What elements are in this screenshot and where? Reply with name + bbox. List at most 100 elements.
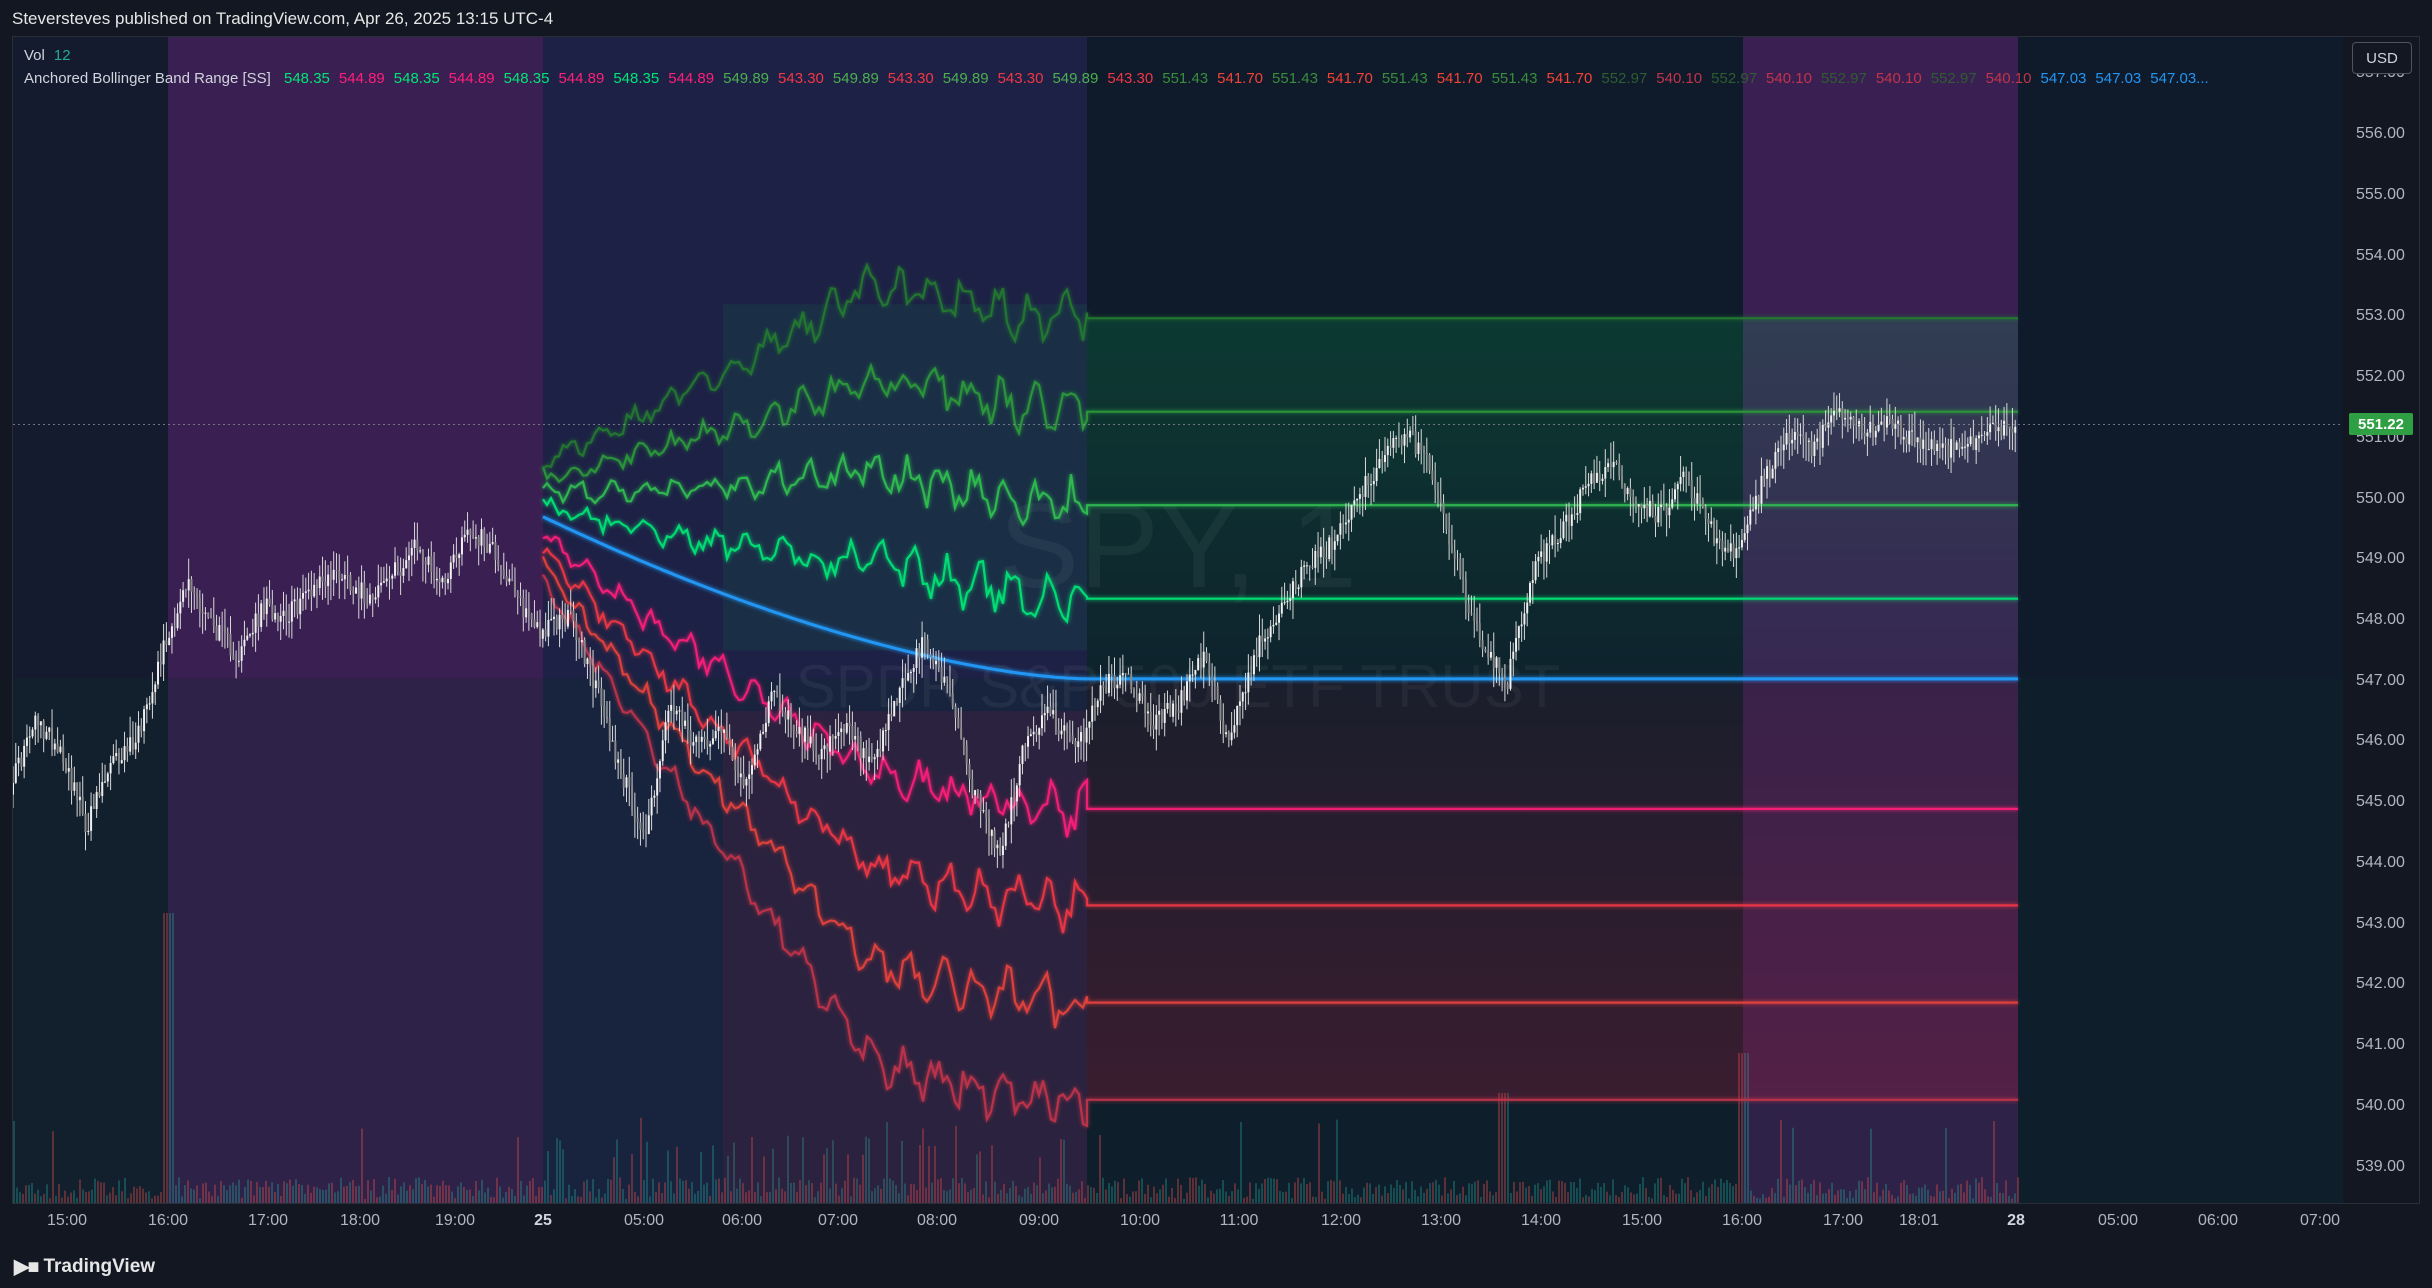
volume-bar — [1897, 1196, 1899, 1203]
volume-bar — [1768, 1196, 1770, 1203]
volume-bar — [1069, 1185, 1071, 1203]
volume-bar — [181, 1196, 183, 1203]
time-axis-label: 17:00 — [1822, 1212, 1864, 1229]
candle-body — [508, 578, 511, 582]
candle-body — [1754, 495, 1757, 510]
volume-bar — [217, 1196, 219, 1203]
volume-bar — [493, 1197, 495, 1203]
candle-body — [1816, 438, 1819, 442]
volume-bar — [421, 1184, 423, 1203]
candle-body — [299, 598, 302, 615]
volume-bar — [1213, 1193, 1215, 1203]
candle-body — [396, 562, 399, 572]
candle-body — [650, 797, 653, 816]
volume-bar — [1096, 1192, 1098, 1203]
volume-bar — [1552, 1191, 1554, 1203]
candle-body — [474, 537, 477, 539]
candle-body — [979, 793, 982, 812]
candle-body — [946, 676, 949, 679]
candle-body — [1690, 479, 1693, 498]
volume-bar — [1762, 1194, 1764, 1203]
volume-bar — [841, 1188, 843, 1203]
candle-body — [1392, 438, 1395, 448]
volume-bar — [1624, 1185, 1626, 1203]
candle-body — [1110, 673, 1113, 676]
volume-bar — [1108, 1182, 1110, 1203]
volume-bar — [1258, 1188, 1260, 1203]
volume-bar — [1804, 1187, 1806, 1203]
candle-body — [494, 542, 497, 560]
volume-bar — [688, 1188, 690, 1203]
volume-bar — [757, 1182, 759, 1203]
candle-body — [809, 736, 812, 744]
volume-bar — [1783, 1196, 1785, 1203]
candle-body — [1356, 498, 1359, 501]
candle-body — [1902, 436, 1905, 440]
candle-body — [1699, 493, 1702, 500]
volume-bar — [562, 1149, 564, 1203]
volume-bar — [880, 1188, 882, 1203]
candle-body — [64, 762, 67, 772]
candle-body — [1367, 475, 1370, 486]
indicator-value: 548.35 — [613, 70, 660, 87]
volume-bar — [814, 1197, 816, 1203]
candle-body — [815, 750, 818, 759]
candle-body — [1456, 558, 1459, 560]
candle-body — [790, 710, 793, 726]
candle-body — [1860, 421, 1863, 434]
candle-body — [895, 700, 898, 703]
candle-body — [1088, 721, 1091, 728]
candle-body — [1671, 499, 1674, 508]
candle-body — [1576, 513, 1579, 515]
candle-body — [145, 704, 148, 710]
volume-bar — [1621, 1191, 1623, 1203]
volume-bar — [355, 1186, 357, 1203]
publisher-bar: Steversteves published on TradingView.co… — [0, 0, 2432, 38]
volume-bar — [358, 1185, 360, 1203]
volume-bar — [1930, 1195, 1932, 1203]
volume-bar — [1705, 1196, 1707, 1203]
candle-body — [932, 657, 935, 665]
indicator-legend[interactable]: Anchored Bollinger Band Range [SS] 548.3… — [24, 70, 2218, 87]
volume-bar — [1507, 1093, 1509, 1203]
volume-bar — [1579, 1178, 1581, 1203]
volume-bar — [1222, 1180, 1224, 1203]
candle-body — [1395, 437, 1398, 439]
volume-bar — [1438, 1184, 1440, 1203]
volume-bar — [331, 1182, 333, 1203]
candle-body — [1746, 524, 1749, 534]
volume-bar — [1291, 1198, 1293, 1203]
volume-bar — [1975, 1178, 1977, 1203]
volume-bar — [385, 1193, 387, 1203]
volume-bar — [91, 1189, 93, 1203]
tradingview-logo[interactable]: ▶■ TradingView — [14, 1254, 155, 1279]
volume-bar — [1642, 1177, 1644, 1203]
candle-body — [1155, 714, 1158, 730]
volume-bar — [886, 1122, 888, 1203]
currency-button[interactable]: USD — [2352, 42, 2412, 74]
candle-body — [402, 568, 405, 576]
volume-bar — [232, 1182, 234, 1203]
volume-bar — [526, 1185, 528, 1203]
candle-body — [1473, 613, 1476, 622]
volume-bar — [958, 1183, 960, 1203]
volume-bar — [601, 1197, 603, 1203]
candle-body — [511, 578, 514, 581]
candle-body — [1188, 674, 1191, 682]
volume-bar — [1627, 1187, 1629, 1203]
volume-bar — [28, 1184, 30, 1203]
volume-bar — [1543, 1186, 1545, 1203]
price-axis-label: 540.00 — [2356, 1096, 2405, 1114]
volume-bar — [442, 1180, 444, 1203]
volume-bar — [1162, 1184, 1164, 1203]
volume-bar — [709, 1195, 711, 1203]
volume-legend[interactable]: Vol 12 — [24, 47, 80, 64]
candle-body — [645, 832, 648, 835]
candle-body — [1498, 657, 1501, 673]
candle-body — [976, 790, 979, 794]
candle-body — [1247, 672, 1250, 693]
volume-bar — [1093, 1187, 1095, 1203]
volume-bar — [1390, 1184, 1392, 1203]
volume-bar — [1228, 1195, 1230, 1203]
price-chart[interactable]: SPY, 1 SPDR S&P 500 ETF TRUST — [13, 37, 2343, 1203]
